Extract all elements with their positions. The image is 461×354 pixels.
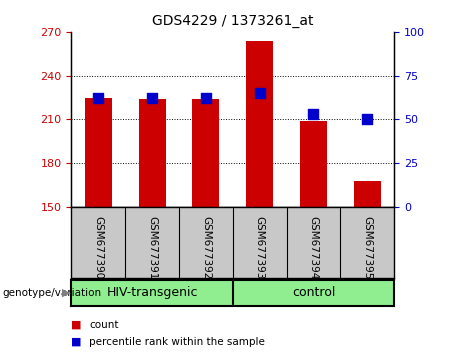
Bar bbox=[354, 181, 381, 207]
Point bbox=[202, 96, 210, 101]
Title: GDS4229 / 1373261_at: GDS4229 / 1373261_at bbox=[152, 14, 313, 28]
Text: ■: ■ bbox=[71, 337, 82, 347]
Point bbox=[95, 96, 102, 101]
Text: ■: ■ bbox=[71, 320, 82, 330]
Text: GSM677395: GSM677395 bbox=[362, 216, 372, 279]
Bar bbox=[246, 41, 273, 207]
Text: GSM677392: GSM677392 bbox=[201, 216, 211, 279]
Text: GSM677390: GSM677390 bbox=[93, 216, 103, 279]
Point bbox=[148, 96, 156, 101]
Text: HIV-transgenic: HIV-transgenic bbox=[106, 286, 198, 299]
Point bbox=[310, 112, 317, 117]
Text: ▶: ▶ bbox=[62, 288, 71, 298]
Text: GSM677394: GSM677394 bbox=[308, 216, 319, 279]
Text: genotype/variation: genotype/variation bbox=[2, 288, 101, 298]
Text: GSM677391: GSM677391 bbox=[147, 216, 157, 279]
Bar bbox=[300, 121, 327, 207]
Bar bbox=[139, 99, 165, 207]
Point bbox=[364, 117, 371, 122]
Bar bbox=[193, 99, 219, 207]
Text: percentile rank within the sample: percentile rank within the sample bbox=[89, 337, 265, 347]
Text: control: control bbox=[292, 286, 335, 299]
Bar bbox=[85, 98, 112, 207]
Text: count: count bbox=[89, 320, 118, 330]
Text: GSM677393: GSM677393 bbox=[254, 216, 265, 279]
Point bbox=[256, 90, 263, 96]
